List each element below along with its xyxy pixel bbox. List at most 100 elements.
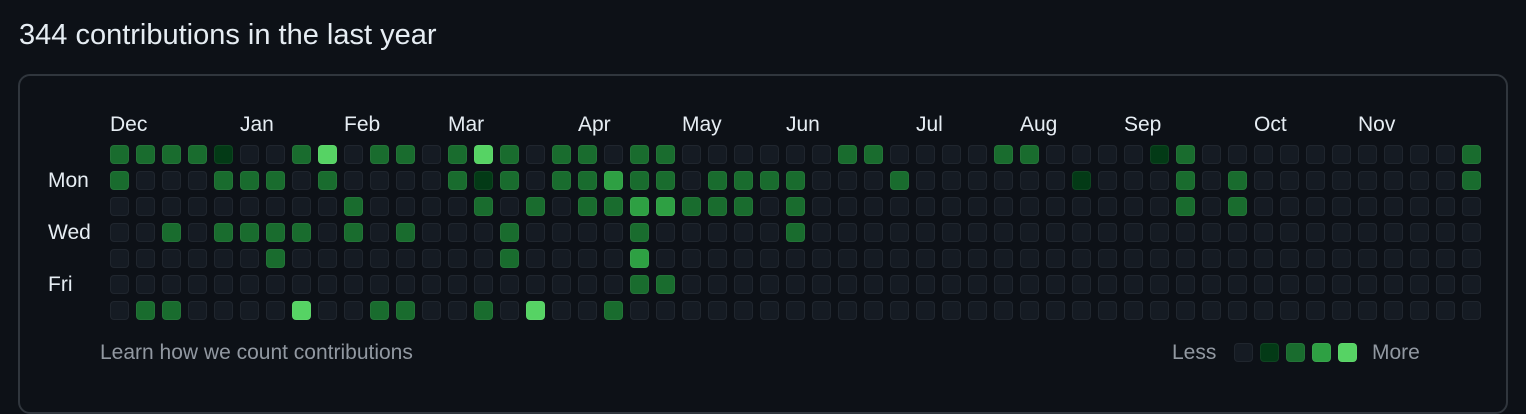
contribution-day-cell[interactable] — [370, 301, 389, 320]
contribution-day-cell[interactable] — [240, 145, 259, 164]
contribution-day-cell[interactable] — [1306, 223, 1325, 242]
contribution-day-cell[interactable] — [1176, 275, 1195, 294]
contribution-day-cell[interactable] — [552, 171, 571, 190]
contribution-day-cell[interactable] — [188, 301, 207, 320]
contribution-day-cell[interactable] — [1098, 145, 1117, 164]
contribution-day-cell[interactable] — [760, 249, 779, 268]
contribution-day-cell[interactable] — [1072, 145, 1091, 164]
contribution-day-cell[interactable] — [1046, 145, 1065, 164]
contribution-day-cell[interactable] — [162, 145, 181, 164]
contribution-day-cell[interactable] — [1176, 197, 1195, 216]
contribution-day-cell[interactable] — [968, 249, 987, 268]
contribution-day-cell[interactable] — [500, 275, 519, 294]
contribution-day-cell[interactable] — [708, 145, 727, 164]
contribution-day-cell[interactable] — [240, 223, 259, 242]
contribution-day-cell[interactable] — [474, 301, 493, 320]
contribution-day-cell[interactable] — [786, 249, 805, 268]
contribution-day-cell[interactable] — [474, 145, 493, 164]
contribution-day-cell[interactable] — [1358, 275, 1377, 294]
contribution-day-cell[interactable] — [890, 197, 909, 216]
contribution-day-cell[interactable] — [240, 171, 259, 190]
contribution-day-cell[interactable] — [552, 223, 571, 242]
contribution-day-cell[interactable] — [942, 223, 961, 242]
contribution-day-cell[interactable] — [448, 145, 467, 164]
contribution-day-cell[interactable] — [500, 171, 519, 190]
contribution-day-cell[interactable] — [474, 223, 493, 242]
contribution-day-cell[interactable] — [136, 197, 155, 216]
contribution-day-cell[interactable] — [1124, 223, 1143, 242]
contribution-day-cell[interactable] — [214, 145, 233, 164]
contribution-day-cell[interactable] — [1020, 301, 1039, 320]
contribution-day-cell[interactable] — [942, 197, 961, 216]
contribution-day-cell[interactable] — [760, 223, 779, 242]
contribution-day-cell[interactable] — [1150, 197, 1169, 216]
contribution-day-cell[interactable] — [110, 145, 129, 164]
contribution-day-cell[interactable] — [578, 301, 597, 320]
contribution-day-cell[interactable] — [578, 145, 597, 164]
contribution-day-cell[interactable] — [396, 275, 415, 294]
contribution-day-cell[interactable] — [838, 197, 857, 216]
contribution-day-cell[interactable] — [552, 249, 571, 268]
contribution-day-cell[interactable] — [422, 145, 441, 164]
contribution-day-cell[interactable] — [1176, 249, 1195, 268]
contribution-day-cell[interactable] — [1254, 301, 1273, 320]
contribution-day-cell[interactable] — [708, 249, 727, 268]
contribution-day-cell[interactable] — [162, 223, 181, 242]
contribution-day-cell[interactable] — [1280, 171, 1299, 190]
contribution-day-cell[interactable] — [292, 197, 311, 216]
contribution-day-cell[interactable] — [630, 249, 649, 268]
contribution-day-cell[interactable] — [396, 171, 415, 190]
contribution-day-cell[interactable] — [656, 301, 675, 320]
contribution-day-cell[interactable] — [786, 301, 805, 320]
contribution-day-cell[interactable] — [1124, 171, 1143, 190]
contribution-day-cell[interactable] — [1072, 197, 1091, 216]
contribution-day-cell[interactable] — [1046, 301, 1065, 320]
contribution-day-cell[interactable] — [1358, 301, 1377, 320]
contribution-day-cell[interactable] — [1436, 249, 1455, 268]
contribution-day-cell[interactable] — [994, 249, 1013, 268]
contribution-day-cell[interactable] — [630, 171, 649, 190]
contribution-day-cell[interactable] — [448, 301, 467, 320]
contribution-day-cell[interactable] — [526, 249, 545, 268]
contribution-day-cell[interactable] — [110, 249, 129, 268]
contribution-day-cell[interactable] — [1228, 197, 1247, 216]
contribution-day-cell[interactable] — [604, 301, 623, 320]
contribution-day-cell[interactable] — [630, 197, 649, 216]
contribution-day-cell[interactable] — [500, 249, 519, 268]
contribution-day-cell[interactable] — [1072, 249, 1091, 268]
contribution-day-cell[interactable] — [318, 223, 337, 242]
contribution-day-cell[interactable] — [1020, 249, 1039, 268]
contribution-day-cell[interactable] — [448, 249, 467, 268]
contribution-day-cell[interactable] — [578, 171, 597, 190]
contribution-day-cell[interactable] — [1332, 197, 1351, 216]
contribution-day-cell[interactable] — [1462, 197, 1481, 216]
contribution-day-cell[interactable] — [344, 301, 363, 320]
contribution-day-cell[interactable] — [1358, 197, 1377, 216]
contribution-day-cell[interactable] — [318, 145, 337, 164]
contribution-day-cell[interactable] — [1202, 301, 1221, 320]
contribution-day-cell[interactable] — [292, 223, 311, 242]
contribution-day-cell[interactable] — [942, 145, 961, 164]
contribution-day-cell[interactable] — [266, 301, 285, 320]
contribution-day-cell[interactable] — [1384, 197, 1403, 216]
contribution-day-cell[interactable] — [656, 197, 675, 216]
contribution-day-cell[interactable] — [1124, 275, 1143, 294]
contribution-day-cell[interactable] — [136, 301, 155, 320]
contribution-day-cell[interactable] — [318, 197, 337, 216]
contribution-day-cell[interactable] — [240, 275, 259, 294]
contribution-day-cell[interactable] — [1020, 145, 1039, 164]
contribution-day-cell[interactable] — [812, 223, 831, 242]
contribution-day-cell[interactable] — [656, 275, 675, 294]
contribution-day-cell[interactable] — [734, 197, 753, 216]
contribution-day-cell[interactable] — [214, 171, 233, 190]
contribution-day-cell[interactable] — [760, 171, 779, 190]
contribution-day-cell[interactable] — [1280, 249, 1299, 268]
contribution-day-cell[interactable] — [734, 249, 753, 268]
contribution-day-cell[interactable] — [968, 301, 987, 320]
contribution-day-cell[interactable] — [266, 249, 285, 268]
contribution-day-cell[interactable] — [916, 275, 935, 294]
contribution-day-cell[interactable] — [1280, 197, 1299, 216]
contribution-day-cell[interactable] — [1202, 197, 1221, 216]
contribution-day-cell[interactable] — [266, 145, 285, 164]
contribution-day-cell[interactable] — [240, 301, 259, 320]
